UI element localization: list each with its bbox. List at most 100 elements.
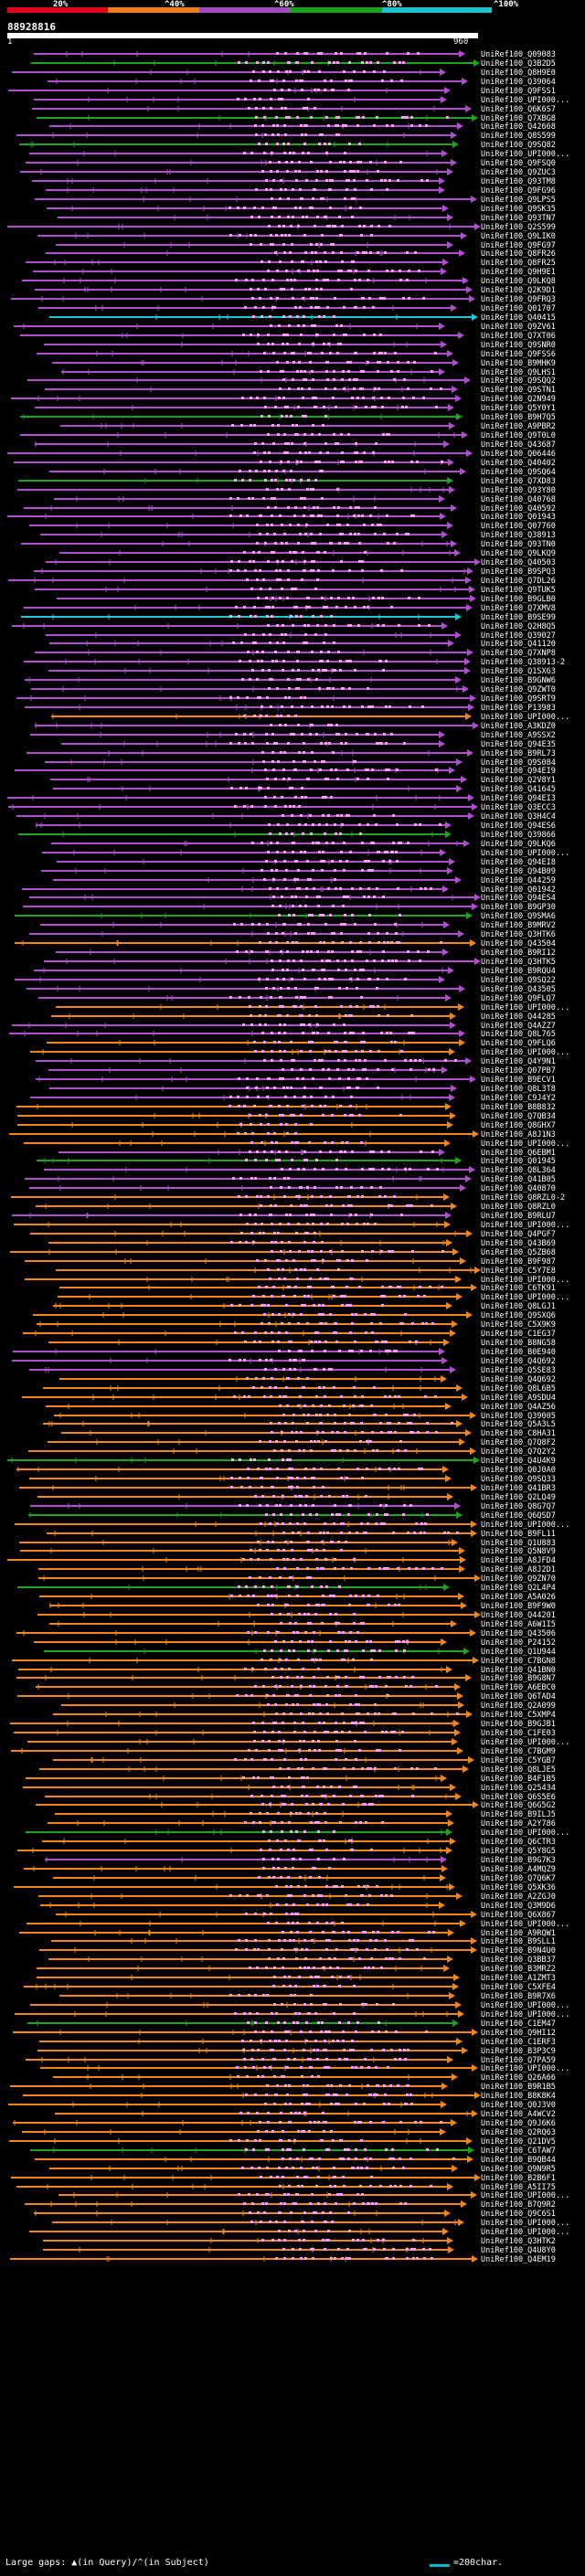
hit-label[interactable]: UniRef100_Q01942 [481, 885, 556, 895]
hit-label[interactable]: UniRef100_B9RQU4 [481, 967, 556, 976]
hit-label[interactable]: UniRef100_UPI000... [481, 1521, 569, 1530]
hit-label[interactable]: UniRef100_Q09083 [481, 50, 556, 59]
hit-label[interactable]: UniRef100_Q5XK36 [481, 1883, 556, 1892]
hit-label[interactable]: UniRef100_B9ECV1 [481, 1076, 556, 1085]
hit-label[interactable]: UniRef100_Q8L765 [481, 1030, 556, 1039]
hit-label[interactable]: UniRef100_UPI000... [481, 849, 569, 858]
hit-label[interactable]: UniRef100_Q9LKQ9 [481, 549, 556, 558]
hit-label[interactable]: UniRef100_Q5N8V9 [481, 1547, 556, 1556]
hit-label[interactable]: UniRef100_C9J4Y2 [481, 1094, 556, 1103]
hit-label[interactable]: UniRef100_Q9ZN70 [481, 1574, 556, 1584]
hit-label[interactable]: UniRef100_Q8G7Q7 [481, 1502, 556, 1511]
hit-label[interactable]: UniRef100_Q4Q692 [481, 1357, 556, 1366]
hit-label[interactable]: UniRef100_A8JFD4 [481, 1556, 556, 1565]
hit-label[interactable]: UniRef100_UPI000... [481, 150, 569, 159]
hit-label[interactable]: UniRef100_UPI000... [481, 96, 569, 105]
hit-label[interactable]: UniRef100_A6W1I5 [481, 1620, 556, 1629]
hit-label[interactable]: UniRef100_Q44201 [481, 1611, 556, 1620]
hit-label[interactable]: UniRef100_Q9ZV61 [481, 323, 556, 332]
hit-label[interactable]: UniRef100_UPI000... [481, 1920, 569, 1929]
hit-label[interactable]: UniRef100_Q01945 [481, 1157, 556, 1166]
hit-label[interactable]: UniRef100_Q42668 [481, 122, 556, 132]
hit-label[interactable]: UniRef100_C7BGM9 [481, 1747, 556, 1756]
hit-label[interactable]: UniRef100_Q9LKQ8 [481, 277, 556, 286]
hit-label[interactable]: UniRef100_Q43B69 [481, 1239, 556, 1248]
hit-label[interactable]: UniRef100_Q39866 [481, 831, 556, 840]
hit-label[interactable]: UniRef100_Q8L364 [481, 1166, 556, 1175]
hit-label[interactable]: UniRef100_Q9SQ64 [481, 468, 556, 477]
hit-label[interactable]: UniRef100_Q1U883 [481, 1539, 556, 1548]
hit-label[interactable]: UniRef100_A2ZGJ0 [481, 1892, 556, 1902]
hit-label[interactable]: UniRef100_B9FL11 [481, 1530, 556, 1539]
hit-label[interactable]: UniRef100_A6EBC0 [481, 1683, 556, 1692]
hit-label[interactable]: UniRef100_Q1U944 [481, 1648, 556, 1657]
hit-label[interactable]: UniRef100_Q9FLQ6 [481, 1039, 556, 1048]
hit-label[interactable]: UniRef100_C5YGB7 [481, 1756, 556, 1765]
hit-label[interactable]: UniRef100_Q6QSD7 [481, 1511, 556, 1521]
hit-label[interactable]: UniRef100_Q6K6S7 [481, 105, 556, 114]
hit-label[interactable]: UniRef100_A2Y786 [481, 1819, 556, 1829]
hit-label[interactable]: UniRef100_Q3ECC3 [481, 803, 556, 812]
hit-label[interactable]: UniRef100_Q9FSS6 [481, 350, 556, 359]
hit-label[interactable]: UniRef100_Q41BN0 [481, 1666, 556, 1675]
hit-label[interactable]: UniRef100_UPI000... [481, 1140, 569, 1149]
hit-label[interactable]: UniRef100_Q2L4P4 [481, 1584, 556, 1593]
hit-label[interactable]: UniRef100_C5XMP4 [481, 1711, 556, 1720]
hit-label[interactable]: UniRef100_Q8RZL0 [481, 1203, 556, 1212]
hit-label[interactable]: UniRef100_Q9SQ82 [481, 141, 556, 150]
hit-label[interactable]: UniRef100_Q7QB34 [481, 1112, 556, 1121]
hit-label[interactable]: UniRef100_Q8FR25 [481, 259, 556, 268]
hit-label[interactable]: UniRef100_Q40415 [481, 313, 556, 323]
hit-label[interactable]: UniRef100_Q93TN7 [481, 214, 556, 223]
hit-label[interactable]: UniRef100_B9RI12 [481, 949, 556, 958]
hit-label[interactable]: UniRef100_UPI000... [481, 1003, 569, 1012]
hit-label[interactable]: UniRef100_Q0J0A0 [481, 1466, 556, 1475]
hit-label[interactable]: UniRef100_Q3M9D6 [481, 1902, 556, 1911]
hit-label[interactable]: UniRef100_B9F987 [481, 1257, 556, 1267]
hit-label[interactable]: UniRef100_Q9SXQ6 [481, 1311, 556, 1320]
hit-label[interactable]: UniRef100_B9SLL1 [481, 1937, 556, 1946]
hit-label[interactable]: UniRef100_Q40768 [481, 495, 556, 504]
hit-label[interactable]: UniRef100_A9SSX2 [481, 731, 556, 740]
hit-label[interactable]: UniRef100_Q9H9E1 [481, 268, 556, 277]
hit-label[interactable]: UniRef100_Q2A099 [481, 1701, 556, 1711]
hit-label[interactable]: UniRef100_C1EG37 [481, 1330, 556, 1339]
hit-label[interactable]: UniRef100_Q41120 [481, 640, 556, 649]
hit-label[interactable]: UniRef100_Q8RZL0-2 [481, 1193, 565, 1203]
hit-label[interactable]: UniRef100_Q40870 [481, 1184, 556, 1193]
hit-label[interactable]: UniRef100_A9SDU4 [481, 1394, 556, 1403]
hit-label[interactable]: UniRef100_Q9ZWT0 [481, 685, 556, 694]
hit-label[interactable]: UniRef100_Q6S5E6 [481, 1793, 556, 1802]
hit-label[interactable]: UniRef100_Q7XMV8 [481, 604, 556, 613]
hit-label[interactable]: UniRef100_Q3H4C4 [481, 812, 556, 822]
hit-label[interactable]: UniRef100_Q6CTR3 [481, 1838, 556, 1847]
hit-label[interactable]: UniRef100_Q7Q2Y2 [481, 1447, 556, 1457]
hit-label[interactable]: UniRef100_Q39005 [481, 1412, 556, 1421]
hit-label[interactable]: UniRef100_Q41B05 [481, 1175, 556, 1184]
hit-label[interactable]: UniRef100_Q94E35 [481, 740, 556, 749]
hit-label[interactable]: UniRef100_Q4U4K9 [481, 1457, 556, 1466]
hit-label[interactable]: UniRef100_Q01943 [481, 513, 556, 522]
hit-label[interactable]: UniRef100_Q94EI3 [481, 794, 556, 803]
hit-label[interactable]: UniRef100_P13983 [481, 704, 556, 713]
hit-label[interactable]: UniRef100_UPI000... [481, 1293, 569, 1302]
hit-label[interactable]: UniRef100_B9N4U0 [481, 1946, 556, 1956]
hit-label[interactable]: UniRef100_Q94B09 [481, 867, 556, 876]
hit-label[interactable]: UniRef100_Q6G5G2 [481, 1801, 556, 1810]
hit-label[interactable]: UniRef100_B9MHK9 [481, 359, 556, 368]
hit-label[interactable]: UniRef100_UPI000... [481, 1276, 569, 1285]
hit-label[interactable]: UniRef100_Q40592 [481, 504, 556, 514]
hit-label[interactable]: UniRef100_Q9SRT9 [481, 694, 556, 704]
hit-label[interactable]: UniRef100_Q9FG96 [481, 186, 556, 196]
hit-label[interactable]: UniRef100_UPI000... [481, 1738, 569, 1747]
hit-label[interactable]: UniRef100_UPI000... [481, 1829, 569, 1838]
hit-label[interactable]: UniRef100_B9ILJ5 [481, 1810, 556, 1819]
hit-label[interactable]: UniRef100_Q8GHX7 [481, 1121, 556, 1130]
hit-label[interactable]: UniRef100_Q8H9E0 [481, 69, 556, 78]
hit-label[interactable]: UniRef100_Q40402 [481, 459, 556, 468]
hit-label[interactable]: UniRef100_B9MRV2 [481, 921, 556, 930]
hit-label[interactable]: UniRef100_A3KDZ0 [481, 722, 556, 731]
hit-label[interactable]: UniRef100_B9GNW6 [481, 676, 556, 685]
hit-label[interactable]: UniRef100_Q9LKQ6 [481, 840, 556, 849]
hit-label[interactable]: UniRef100_Q7XBG8 [481, 114, 556, 123]
